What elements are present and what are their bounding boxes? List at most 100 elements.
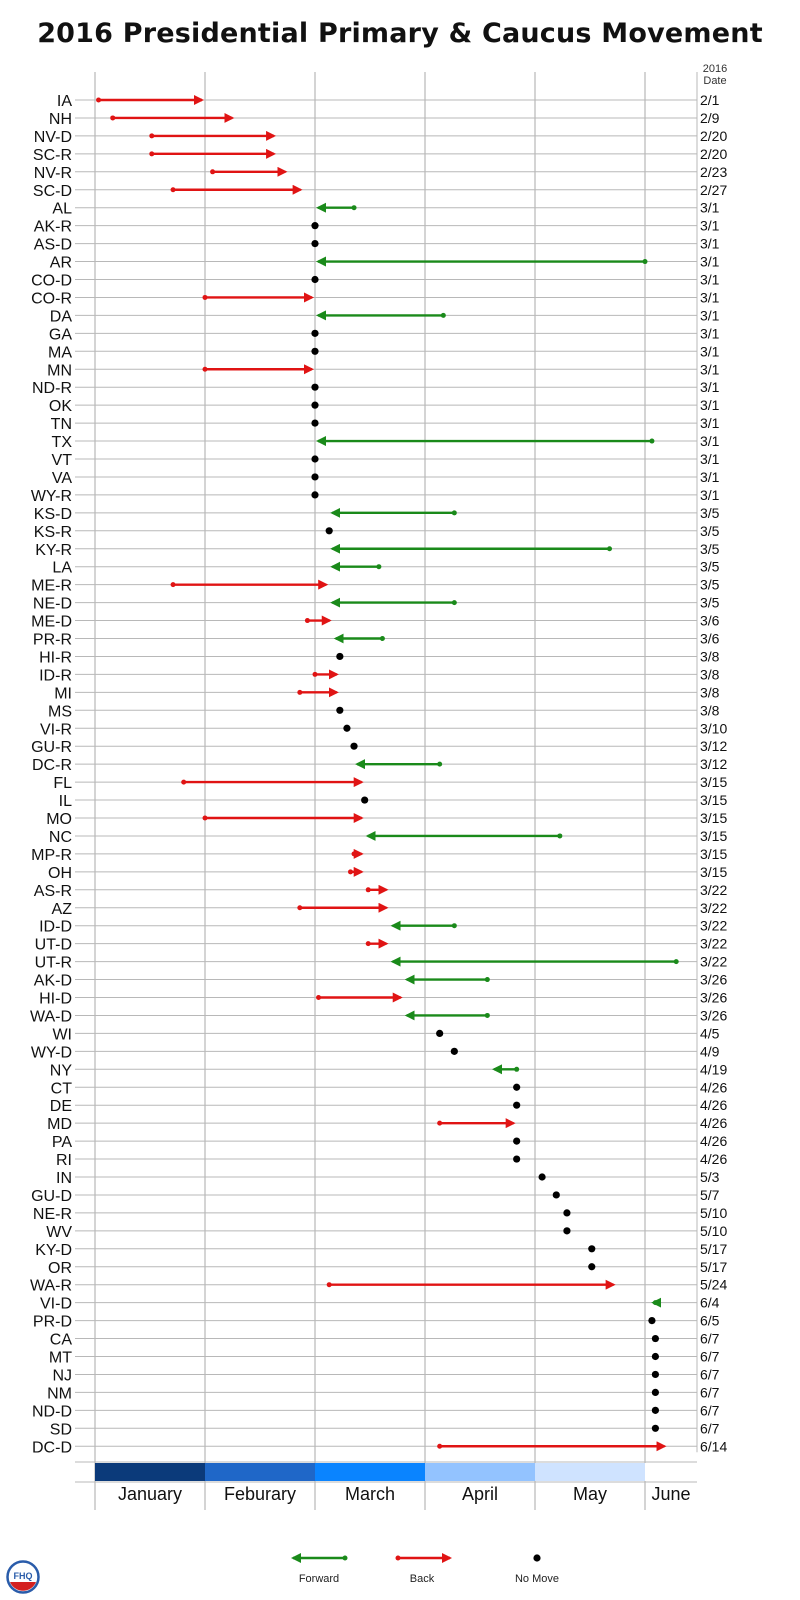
arrow-mi [297, 687, 339, 698]
rows-layer: IA 2/1 NH 2/9 NV-D 2/20 SC-R 2/20 NV-R 2/23 SC-D 2/… [30, 92, 728, 1456]
legend-forward-label: Forward [299, 1573, 339, 1585]
dot-il [361, 796, 369, 804]
row-label-tx: TX [52, 434, 73, 451]
arrow-ks-d [330, 507, 457, 518]
arrow-wa-d [404, 1010, 490, 1021]
dot-nd-r [311, 383, 319, 391]
row-label-ak-d: AK-D [34, 973, 72, 990]
dot-nm [651, 1388, 660, 1396]
dot-ak-r [311, 222, 319, 230]
row-label-sc-r: SC-R [33, 147, 72, 164]
dot-ne-r [563, 1209, 571, 1217]
dot-co-d [311, 275, 319, 284]
legend: Forward Back No Move [291, 1553, 559, 1585]
row-date-ms: 3/8 [700, 702, 720, 718]
arrow-start-al [351, 205, 357, 211]
arrow-nh [110, 112, 235, 123]
row-date-mi: 3/8 [700, 684, 720, 700]
month-label-may: May [573, 1484, 607, 1504]
row-label-nj: NJ [52, 1367, 72, 1384]
row-date-gu-r: 3/12 [700, 738, 727, 754]
row-date-da: 3/1 [700, 307, 720, 323]
row-label-mo: MO [46, 811, 72, 828]
arrow-start-ny [514, 1066, 520, 1072]
dot-nj [651, 1370, 660, 1379]
dot-ms [336, 706, 344, 714]
row-label-vi-d: VI-D [40, 1296, 72, 1313]
row-label-la: LA [52, 560, 72, 577]
arrow-start-ne-d [451, 600, 457, 606]
arrow-start-nc [557, 833, 563, 839]
row-date-mo: 3/15 [700, 810, 727, 826]
date-header-label: Date [703, 75, 726, 87]
arrow-start-wa-r [326, 1282, 332, 1288]
row-label-ms: MS [48, 703, 72, 720]
row-date-vt: 3/1 [700, 451, 720, 467]
row-label-de: DE [50, 1098, 72, 1115]
row-date-wy-r: 3/1 [700, 487, 720, 503]
dot-ri [513, 1155, 521, 1163]
legend-nomove: No Move [515, 1554, 559, 1585]
arrow-start-la [376, 564, 382, 570]
dot-ma [311, 347, 319, 355]
arrow-dc-r [355, 759, 443, 770]
row-date-dc-d: 6/14 [700, 1438, 727, 1454]
row-date-wy-d: 4/9 [700, 1043, 720, 1059]
row-date-ny: 4/19 [700, 1061, 727, 1077]
dot-nd-d [651, 1406, 660, 1414]
row-date-co-r: 3/1 [700, 289, 720, 305]
row-date-wi: 4/5 [700, 1025, 720, 1041]
arrow-start-ak-d [484, 977, 490, 983]
row-date-fl: 3/15 [700, 774, 727, 790]
row-label-oh: OH [48, 865, 72, 882]
row-date-pa: 4/26 [700, 1133, 727, 1149]
dot-as-d [311, 240, 319, 248]
row-date-ct: 4/26 [700, 1079, 727, 1095]
row-label-mn: MN [47, 362, 72, 379]
month-band-june [645, 1463, 697, 1481]
row-label-ks-r: KS-R [34, 524, 72, 541]
legend-nomove-dot [533, 1554, 541, 1562]
row-label-pa: PA [52, 1134, 72, 1151]
arrow-al [316, 202, 357, 213]
date-header-year: 2016 [703, 63, 727, 75]
arrow-sc-d [170, 184, 303, 195]
row-label-id-r: ID-R [39, 667, 72, 684]
row-date-ri: 4/26 [700, 1151, 727, 1167]
row-date-id-d: 3/22 [700, 918, 727, 934]
arrow-id-r [312, 669, 339, 680]
row-label-wa-d: WA-D [30, 1008, 72, 1025]
row-label-vt: VT [52, 452, 73, 469]
arrow-dc-d [437, 1441, 667, 1452]
dot-vi-r [343, 724, 351, 732]
row-date-sd: 6/7 [700, 1420, 720, 1436]
row-date-va: 3/1 [700, 469, 720, 485]
row-date-wv: 5/10 [700, 1223, 727, 1239]
arrow-wa-r [326, 1279, 616, 1290]
row-date-nm: 6/7 [700, 1384, 720, 1400]
legend-back-label: Back [410, 1573, 435, 1585]
arrow-start-tx [649, 438, 655, 444]
row-label-nh: NH [49, 111, 72, 128]
row-label-ct: CT [51, 1080, 73, 1097]
marks-layer [96, 95, 679, 1452]
row-label-gu-r: GU-R [31, 739, 72, 756]
row-date-nj: 6/7 [700, 1366, 720, 1382]
arrow-start-ks-d [451, 510, 457, 516]
row-date-ia: 2/1 [700, 92, 720, 108]
dot-gu-r [350, 742, 358, 750]
arrow-da [316, 310, 446, 321]
arrow-start-id-d [451, 923, 457, 929]
row-date-ks-r: 3/5 [700, 523, 720, 539]
row-label-va: VA [52, 470, 72, 487]
row-date-ak-d: 3/26 [700, 972, 727, 988]
arrow-start-wa-d [484, 1012, 490, 1018]
arrow-ne-d [330, 597, 457, 608]
arrow-ut-d [365, 938, 389, 949]
row-label-or: OR [48, 1260, 72, 1277]
arrow-ak-d [404, 974, 490, 985]
dot-ga [311, 329, 319, 337]
row-label-ne-d: NE-D [33, 596, 72, 613]
row-date-la: 3/5 [700, 559, 720, 575]
legend-nomove-label: No Move [515, 1573, 559, 1585]
